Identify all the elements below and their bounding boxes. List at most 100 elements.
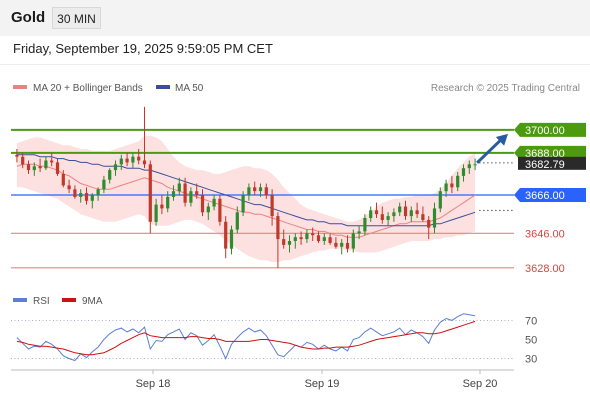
rsi-tick-70: 70 bbox=[525, 315, 537, 327]
candle-body bbox=[258, 187, 263, 192]
candle-body bbox=[171, 191, 176, 197]
ma50-line bbox=[16, 154, 476, 227]
candle-body bbox=[438, 191, 442, 209]
candle-body bbox=[212, 198, 216, 207]
candle-body bbox=[345, 242, 350, 249]
ma20-line bbox=[16, 163, 476, 238]
candle-body bbox=[264, 187, 268, 195]
candle-body bbox=[322, 237, 326, 241]
level-label-3700.00: 3700.00 bbox=[525, 125, 565, 137]
header-bar: Gold 30 MIN bbox=[0, 0, 590, 36]
ma20-legend-swatch bbox=[13, 85, 27, 89]
timestamp: Friday, September 19, 2025 9:59:05 PM CE… bbox=[13, 41, 273, 56]
level-tag-3700.00 bbox=[514, 122, 586, 137]
candle-body bbox=[241, 195, 245, 213]
last-price-label: 3682.79 bbox=[525, 159, 565, 171]
candle-body bbox=[50, 160, 54, 163]
price-panel: 3700.003688.003666.003646.003628.003682.… bbox=[11, 106, 586, 275]
rsi-ma-line bbox=[16, 320, 476, 356]
candle-body bbox=[282, 239, 286, 245]
level-tag-3666.00 bbox=[514, 188, 586, 202]
candle-body bbox=[189, 191, 193, 203]
candle-body bbox=[84, 193, 89, 201]
level-label-3666.00: 3666.00 bbox=[525, 190, 565, 202]
candle-body bbox=[380, 214, 384, 220]
ma50-legend-swatch bbox=[156, 85, 170, 89]
candle-body bbox=[351, 233, 355, 249]
rsi-tick-50: 50 bbox=[525, 335, 537, 347]
candle-body bbox=[432, 208, 437, 228]
candle-body bbox=[328, 237, 332, 243]
candle-body bbox=[450, 183, 454, 188]
level-label-3628.00: 3628.00 bbox=[525, 263, 565, 275]
level-label-3646.00: 3646.00 bbox=[525, 228, 565, 240]
candle-body bbox=[32, 166, 36, 171]
candle-body bbox=[456, 175, 460, 188]
candle-body bbox=[253, 187, 257, 192]
candle-body bbox=[44, 160, 48, 169]
candle-body bbox=[177, 183, 181, 192]
forecast-arrow-head bbox=[495, 133, 508, 146]
candle-body bbox=[461, 168, 466, 176]
candle-body bbox=[415, 210, 419, 215]
candle-body bbox=[374, 210, 379, 215]
rsi-ma-legend-swatch bbox=[62, 298, 76, 302]
timeframe-selector[interactable]: 30 MIN bbox=[52, 7, 101, 29]
candle-body bbox=[166, 196, 170, 209]
chart-frame: MA 20 + Bollinger Bands MA 50 Research ©… bbox=[0, 64, 590, 400]
candle-body bbox=[206, 206, 210, 213]
candle-body bbox=[79, 193, 83, 197]
candle-body bbox=[137, 156, 141, 161]
rsi-panel: 70 50 30 bbox=[11, 313, 537, 366]
chart-svg: MA 20 + Bollinger Bands MA 50 Research ©… bbox=[11, 83, 586, 390]
rsi-legend-label: RSI bbox=[33, 296, 50, 307]
candle-body bbox=[38, 166, 42, 169]
candle-body bbox=[398, 206, 402, 213]
rsi-legend-swatch bbox=[13, 298, 27, 302]
candle-body bbox=[96, 189, 100, 196]
rsi-line bbox=[16, 313, 476, 362]
candle-body bbox=[90, 195, 94, 201]
candle-body bbox=[386, 216, 390, 220]
candle-body bbox=[200, 195, 205, 213]
candle-body bbox=[224, 221, 228, 249]
candle-body bbox=[467, 164, 471, 169]
candle-body bbox=[102, 179, 106, 190]
candle-body bbox=[270, 195, 274, 217]
candle-body bbox=[340, 242, 344, 247]
candle-body bbox=[427, 219, 431, 228]
x-axis: Sep 18 Sep 19 Sep 20 bbox=[136, 370, 498, 390]
candle-body bbox=[305, 233, 309, 240]
candle-body bbox=[316, 235, 321, 242]
candle-body bbox=[15, 154, 19, 157]
candle-body bbox=[421, 214, 425, 220]
candle-body bbox=[299, 237, 303, 240]
candle-body bbox=[142, 160, 147, 165]
candle-body bbox=[293, 237, 297, 241]
candle-body bbox=[195, 191, 199, 195]
candle-body bbox=[73, 189, 77, 197]
candle-body bbox=[108, 170, 112, 180]
x-tick-label: Sep 20 bbox=[463, 378, 498, 390]
x-tick-label: Sep 18 bbox=[136, 378, 171, 390]
ma50-legend-label: MA 50 bbox=[175, 83, 204, 94]
candle-body bbox=[183, 183, 187, 203]
candle-body bbox=[392, 212, 396, 217]
bollinger-band bbox=[16, 135, 476, 263]
candle-body bbox=[276, 216, 280, 240]
candle-body bbox=[26, 164, 31, 171]
rsi-ma-legend-label: 9MA bbox=[82, 296, 103, 307]
candle-body bbox=[113, 164, 118, 171]
last-price-tag bbox=[518, 156, 586, 170]
candle-body bbox=[21, 156, 25, 165]
candle-body bbox=[235, 212, 239, 230]
candle-body bbox=[473, 164, 477, 166]
candle-body bbox=[444, 183, 448, 192]
candle-body bbox=[357, 231, 361, 234]
instrument-name: Gold bbox=[11, 9, 46, 26]
candle-body bbox=[148, 164, 152, 222]
candle-body bbox=[125, 158, 129, 163]
candle-body bbox=[154, 204, 158, 222]
candle-body bbox=[409, 210, 413, 217]
